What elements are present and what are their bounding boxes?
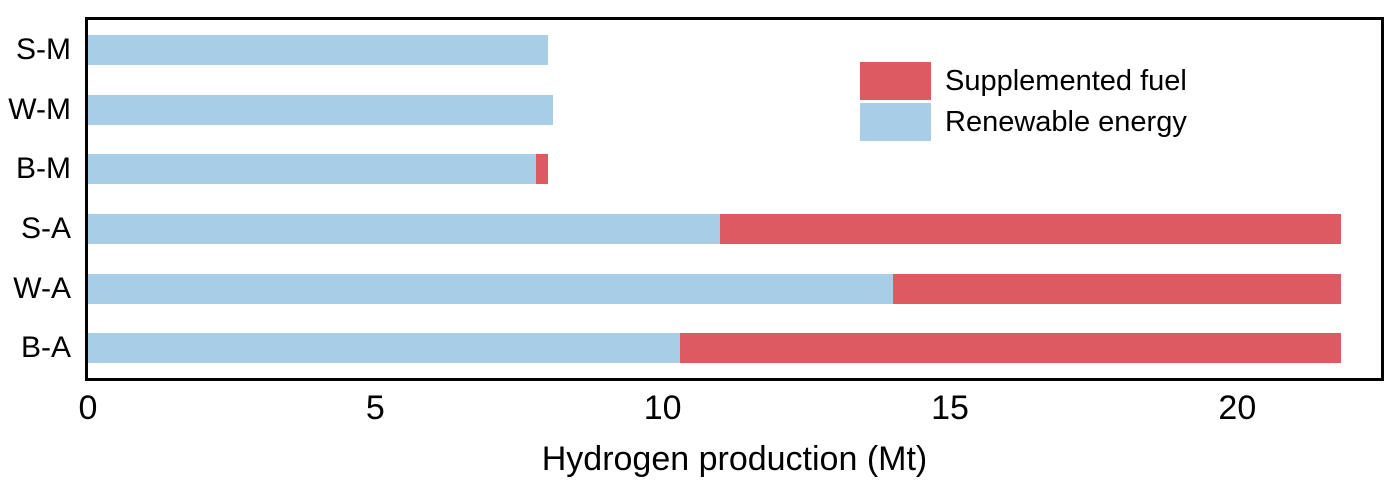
legend-label-supplemented-fuel: Supplemented fuel xyxy=(945,65,1187,97)
x-axis-ticks: 0 5 10 15 20 xyxy=(79,389,1381,430)
y-tick-label-S-M: S-M xyxy=(16,32,71,66)
bar-segment-S-M-renewable-energy xyxy=(88,34,548,65)
legend-item-supplemented-fuel: Supplemented fuel xyxy=(860,62,1187,100)
x-tick-label-20: 20 xyxy=(1218,389,1257,427)
x-tick-label-10: 10 xyxy=(643,389,682,427)
bar-S-A xyxy=(88,213,1381,244)
bar-W-A xyxy=(88,273,1381,304)
x-axis-title: Hydrogen production (Mt) xyxy=(541,440,928,478)
legend-item-renewable-energy: Renewable energy xyxy=(860,103,1187,141)
x-tick-label-0: 0 xyxy=(78,389,98,427)
bar-W-M xyxy=(88,94,1381,125)
y-tick-label-S-A: S-A xyxy=(20,211,71,245)
plot-area: Supplemented fuel Renewable energy xyxy=(85,17,1384,381)
bar-segment-W-A-renewable-energy xyxy=(88,273,893,304)
y-tick-label-W-A: W-A xyxy=(13,271,71,305)
bar-segment-B-M-supplemented-fuel xyxy=(536,154,548,185)
x-tick-label-5: 5 xyxy=(365,389,385,427)
bars-container xyxy=(88,20,1381,378)
bar-segment-B-M-renewable-energy xyxy=(88,154,537,185)
bar-segment-S-A-renewable-energy xyxy=(88,213,721,244)
legend-label-renewable-energy: Renewable energy xyxy=(945,106,1187,138)
bar-segment-W-M-renewable-energy xyxy=(88,94,554,125)
bar-segment-S-A-supplemented-fuel xyxy=(720,213,1341,244)
legend-swatch-supplemented-fuel xyxy=(860,62,931,100)
y-tick-label-W-M: W-M xyxy=(8,92,71,126)
bar-segment-W-A-supplemented-fuel xyxy=(892,273,1341,304)
bar-segment-B-A-supplemented-fuel xyxy=(679,333,1341,364)
bar-S-M xyxy=(88,34,1381,65)
y-tick-label-B-M: B-M xyxy=(16,152,71,186)
legend-swatch-renewable-energy xyxy=(860,103,931,141)
legend: Supplemented fuel Renewable energy xyxy=(860,62,1187,141)
bar-segment-B-A-renewable-energy xyxy=(88,333,680,364)
bar-B-M xyxy=(88,154,1381,185)
x-tick-label-15: 15 xyxy=(931,389,969,427)
y-axis-labels: S-M W-M B-M S-A W-A B-A xyxy=(0,20,78,378)
y-tick-label-B-A: B-A xyxy=(20,331,71,365)
bar-B-A xyxy=(88,333,1381,364)
